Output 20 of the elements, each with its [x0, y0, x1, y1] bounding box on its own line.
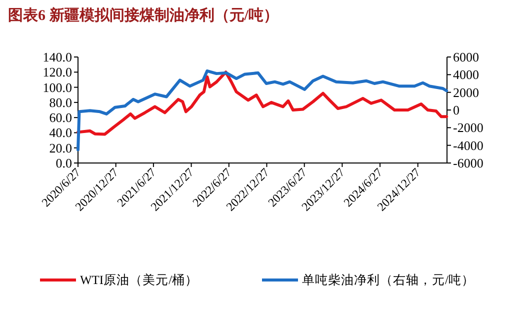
y2-tick-label: 2000 — [453, 84, 479, 100]
y-tick-label: 100.0 — [42, 80, 72, 95]
y-tick-label: 40.0 — [49, 125, 72, 140]
y2-tick-label: 4000 — [453, 67, 479, 82]
y-tick-label: 140.0 — [42, 50, 72, 64]
y-tick-label: 0.0 — [56, 156, 72, 170]
legend-label: WTI原油（美元/桶） — [80, 272, 198, 287]
y2-tick-label: -2000 — [453, 120, 484, 136]
y2-tick-label: 6000 — [453, 50, 479, 64]
y-tick-label: 80.0 — [49, 94, 72, 110]
y2-tick-label: -4000 — [453, 138, 484, 153]
line-series — [76, 70, 448, 136]
y2-tick-label: 0 — [453, 102, 460, 118]
y-tick-label: 120.0 — [42, 64, 72, 80]
y-tick-label: 60.0 — [49, 110, 72, 126]
y-tick-label: 20.0 — [49, 140, 72, 156]
y2-tick-label: -6000 — [453, 156, 484, 170]
line-series — [76, 69, 448, 152]
chart-title: 图表6 新疆模拟间接煤制油净利（元/吨） — [8, 6, 278, 24]
legend-label: 单吨柴油净利（右轴，元/吨） — [302, 273, 474, 287]
